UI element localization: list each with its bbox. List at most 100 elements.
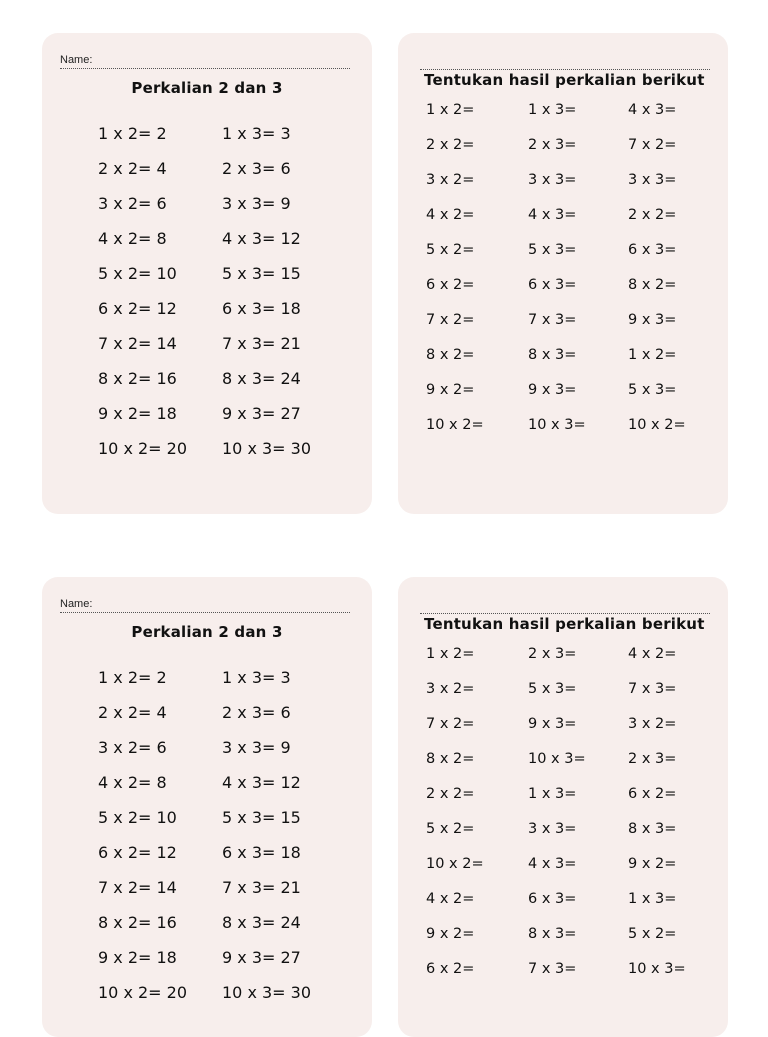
equation: 3 x 2= 6 — [98, 194, 167, 213]
equation: 1 x 2= — [628, 347, 677, 363]
equation: 4 x 3= — [528, 207, 577, 223]
equation: 8 x 3= 24 — [222, 369, 301, 388]
equation: 3 x 2= — [426, 681, 475, 697]
equation: 10 x 3= — [628, 961, 686, 977]
equation: 7 x 2= 14 — [98, 334, 177, 353]
equation: 6 x 3= — [628, 242, 677, 258]
exercise-column-3: 4 x 2= 7 x 3= 3 x 2= 2 x 3= 6 x 2= 8 x 3= 9 x … — [628, 643, 686, 993]
equation: 1 x 2= — [426, 102, 475, 118]
equation: 3 x 2= — [628, 716, 677, 732]
times-3-column: 1 x 3= 3 2 x 3= 6 3 x 3= 9 4 x 3= 12 5 x 3= … — [222, 123, 311, 473]
equation: 7 x 3= — [628, 681, 677, 697]
equation: 10 x 2= — [426, 856, 484, 872]
equation: 2 x 3= 6 — [222, 703, 291, 722]
equation: 8 x 2= — [426, 751, 475, 767]
equation: 5 x 3= — [528, 681, 577, 697]
exercise-column-3: 4 x 3= 7 x 2= 3 x 3= 2 x 2= 6 x 3= 8 x 2= 9 x … — [628, 99, 686, 449]
equation: 7 x 3= 21 — [222, 878, 301, 897]
equation: 2 x 2= — [628, 207, 677, 223]
equation: 5 x 3= — [628, 382, 677, 398]
equation: 4 x 2= 8 — [98, 229, 167, 248]
equation: 4 x 3= — [628, 102, 677, 118]
equation: 6 x 2= 12 — [98, 299, 177, 318]
equation: 5 x 3= — [528, 242, 577, 258]
equation: 6 x 3= 18 — [222, 843, 301, 862]
equation: 4 x 2= 8 — [98, 773, 167, 792]
reference-title: Perkalian 2 dan 3 — [131, 623, 283, 641]
equation: 2 x 2= — [426, 137, 475, 153]
equation: 5 x 2= 10 — [98, 808, 177, 827]
equation: 6 x 2= 12 — [98, 843, 177, 862]
equation: 9 x 2= — [628, 856, 677, 872]
equation: 9 x 3= 27 — [222, 404, 301, 423]
exercise-column-2: 2 x 3= 5 x 3= 9 x 3= 10 x 3= 1 x 3= 3 x 3= 4 x… — [528, 643, 586, 993]
equation: 10 x 2= 20 — [98, 439, 188, 458]
equation: 8 x 3= 24 — [222, 913, 301, 932]
equation: 4 x 3= 12 — [222, 773, 301, 792]
name-label: Name: — [60, 597, 350, 613]
equation: 8 x 3= — [528, 926, 577, 942]
equation: 9 x 2= — [426, 382, 475, 398]
equation: 2 x 3= 6 — [222, 159, 291, 178]
equation: 10 x 2= — [426, 417, 484, 433]
equation: 1 x 3= 3 — [222, 668, 291, 687]
equation: 5 x 3= 15 — [222, 264, 301, 283]
equation: 1 x 3= — [528, 102, 577, 118]
equation: 9 x 3= — [528, 382, 577, 398]
exercise-title: Tentukan hasil perkalian berikut — [424, 615, 705, 633]
exercise-title: Tentukan hasil perkalian berikut — [424, 71, 705, 89]
equation: 3 x 3= 9 — [222, 738, 291, 757]
equation: 7 x 2= — [426, 716, 475, 732]
exercise-card-1: Tentukan hasil perkalian berikut 1 x 2= 2… — [398, 33, 728, 514]
equation: 4 x 2= — [628, 646, 677, 662]
equation: 8 x 2= — [426, 347, 475, 363]
equation: 1 x 3= — [528, 786, 577, 802]
equation: 1 x 3= — [628, 891, 677, 907]
exercise-column-2: 1 x 3= 2 x 3= 3 x 3= 4 x 3= 5 x 3= 6 x 3= 7 x … — [528, 99, 586, 449]
equation: 5 x 2= — [426, 242, 475, 258]
equation: 9 x 2= 18 — [98, 948, 177, 967]
equation: 10 x 2= 20 — [98, 983, 188, 1002]
equation: 3 x 3= — [628, 172, 677, 188]
equation: 8 x 2= 16 — [98, 369, 177, 388]
equation: 6 x 2= — [426, 961, 475, 977]
equation: 7 x 3= — [528, 312, 577, 328]
equation: 6 x 2= — [628, 786, 677, 802]
equation: 10 x 3= — [528, 417, 586, 433]
times-3-column: 1 x 3= 3 2 x 3= 6 3 x 3= 9 4 x 3= 12 5 x 3= … — [222, 667, 311, 1017]
name-line — [420, 613, 710, 614]
equation: 4 x 3= — [528, 856, 577, 872]
equation: 1 x 3= 3 — [222, 124, 291, 143]
reference-title: Perkalian 2 dan 3 — [131, 79, 283, 97]
equation: 10 x 3= — [528, 751, 586, 767]
equation: 9 x 2= — [426, 926, 475, 942]
exercise-card-2: Tentukan hasil perkalian berikut 1 x 2= 3… — [398, 577, 728, 1037]
equation: 4 x 2= — [426, 207, 475, 223]
equation: 8 x 2= — [628, 277, 677, 293]
equation: 3 x 3= 9 — [222, 194, 291, 213]
equation: 10 x 3= 30 — [222, 439, 312, 458]
equation: 8 x 3= — [528, 347, 577, 363]
equation: 3 x 2= — [426, 172, 475, 188]
equation: 3 x 3= — [528, 821, 577, 837]
equation: 7 x 2= — [426, 312, 475, 328]
equation: 7 x 3= — [528, 961, 577, 977]
equation: 9 x 3= 27 — [222, 948, 301, 967]
equation: 10 x 3= 30 — [222, 983, 312, 1002]
equation: 5 x 2= 10 — [98, 264, 177, 283]
equation: 9 x 3= — [628, 312, 677, 328]
equation: 7 x 3= 21 — [222, 334, 301, 353]
equation: 2 x 2= 4 — [98, 703, 167, 722]
equation: 7 x 2= — [628, 137, 677, 153]
equation: 9 x 2= 18 — [98, 404, 177, 423]
reference-card-2: Name: Perkalian 2 dan 3 1 x 2= 2 2 x 2= 4… — [42, 577, 372, 1037]
equation: 9 x 3= — [528, 716, 577, 732]
equation: 6 x 3= — [528, 277, 577, 293]
name-label: Name: — [60, 53, 350, 69]
equation: 2 x 3= — [628, 751, 677, 767]
equation: 7 x 2= 14 — [98, 878, 177, 897]
equation: 5 x 3= 15 — [222, 808, 301, 827]
equation: 5 x 2= — [426, 821, 475, 837]
times-2-column: 1 x 2= 2 2 x 2= 4 3 x 2= 6 4 x 2= 8 5 x 2= 1… — [98, 667, 187, 1017]
equation: 3 x 3= — [528, 172, 577, 188]
